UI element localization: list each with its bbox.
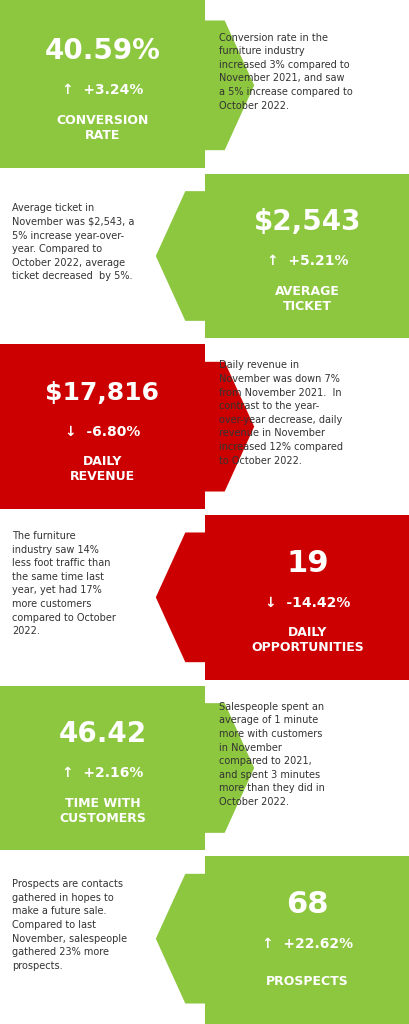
Polygon shape	[155, 873, 234, 1004]
FancyBboxPatch shape	[204, 683, 409, 853]
Text: Daily revenue in
November was down 7%
from November 2021.  In
contrast to the ye: Daily revenue in November was down 7% fr…	[219, 360, 342, 466]
Text: 40.59%: 40.59%	[45, 37, 160, 66]
Text: Average ticket in
November was $2,543, a
5% increase year-over-
year. Compared t: Average ticket in November was $2,543, a…	[12, 204, 134, 282]
FancyBboxPatch shape	[0, 680, 409, 686]
FancyBboxPatch shape	[204, 512, 409, 683]
Text: $2,543: $2,543	[253, 208, 360, 236]
FancyBboxPatch shape	[0, 0, 204, 171]
Polygon shape	[155, 191, 234, 321]
FancyBboxPatch shape	[0, 509, 409, 515]
Text: 19: 19	[285, 549, 328, 578]
FancyBboxPatch shape	[0, 683, 204, 853]
FancyBboxPatch shape	[204, 341, 409, 512]
Text: CONVERSION
RATE: CONVERSION RATE	[56, 114, 148, 142]
Text: 68: 68	[285, 890, 328, 919]
FancyBboxPatch shape	[204, 0, 409, 171]
Polygon shape	[155, 532, 234, 663]
Text: ↑  +5.21%: ↑ +5.21%	[266, 254, 347, 268]
Text: Conversion rate in the
furniture industry
increased 3% compared to
November 2021: Conversion rate in the furniture industr…	[219, 33, 352, 111]
Text: ↓  -14.42%: ↓ -14.42%	[264, 595, 349, 609]
Text: DAILY
REVENUE: DAILY REVENUE	[70, 456, 135, 483]
Text: PROSPECTS: PROSPECTS	[265, 975, 348, 988]
Text: Salespeople spent an
average of 1 minute
more with customers
in November
compare: Salespeople spent an average of 1 minute…	[219, 701, 324, 807]
Text: TIME WITH
CUSTOMERS: TIME WITH CUSTOMERS	[59, 797, 146, 824]
Text: AVERAGE
TICKET: AVERAGE TICKET	[274, 285, 339, 312]
FancyBboxPatch shape	[0, 512, 204, 683]
FancyBboxPatch shape	[204, 853, 409, 1024]
Text: ↑  +2.16%: ↑ +2.16%	[62, 766, 143, 780]
Polygon shape	[175, 361, 254, 492]
Polygon shape	[175, 703, 254, 833]
FancyBboxPatch shape	[204, 171, 409, 341]
Text: ↑  +3.24%: ↑ +3.24%	[62, 83, 143, 97]
Text: ↑  +22.62%: ↑ +22.62%	[261, 937, 352, 951]
Text: DAILY
OPPORTUNITIES: DAILY OPPORTUNITIES	[250, 626, 363, 654]
FancyBboxPatch shape	[0, 850, 409, 856]
FancyBboxPatch shape	[0, 168, 409, 174]
Text: ↓  -6.80%: ↓ -6.80%	[65, 425, 140, 439]
Text: 46.42: 46.42	[58, 720, 146, 748]
Polygon shape	[175, 20, 254, 151]
Text: $17,816: $17,816	[45, 381, 159, 404]
FancyBboxPatch shape	[0, 853, 204, 1024]
FancyBboxPatch shape	[0, 341, 204, 512]
Text: The furniture
industry saw 14%
less foot traffic than
the same time last
year, y: The furniture industry saw 14% less foot…	[12, 531, 116, 636]
FancyBboxPatch shape	[0, 338, 409, 344]
FancyBboxPatch shape	[0, 171, 204, 341]
Text: Prospects are contacts
gathered in hopes to
make a future sale.
Compared to last: Prospects are contacts gathered in hopes…	[12, 880, 127, 971]
